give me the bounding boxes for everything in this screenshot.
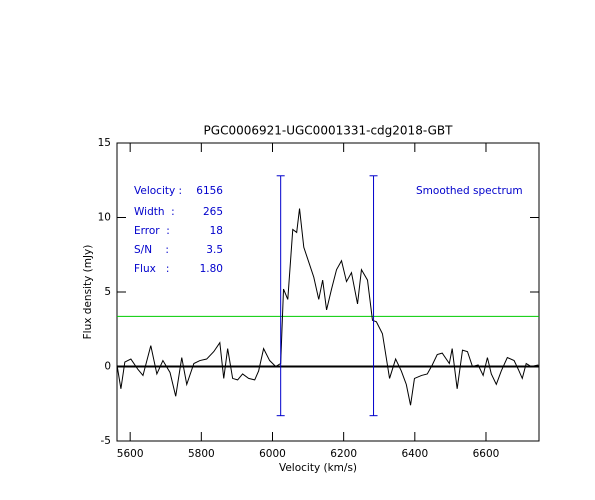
y-tick-label: 10 [98, 212, 111, 224]
info-label: Flux : [134, 263, 169, 275]
info-value: 18 [210, 225, 223, 237]
y-tick-label: 0 [104, 361, 111, 373]
x-tick-label: 6600 [473, 448, 500, 460]
annotation: Smoothed spectrum [416, 185, 523, 197]
y-tick-label: -5 [101, 435, 111, 447]
info-label: Error : [134, 225, 170, 237]
info-label: S/N : [134, 244, 169, 256]
x-tick-label: 6000 [259, 448, 286, 460]
info-label: Velocity : [134, 185, 182, 197]
x-tick-label: 6200 [330, 448, 357, 460]
info-value: 265 [203, 206, 223, 218]
x-tick-label: 6400 [401, 448, 428, 460]
x-tick-label: 5600 [117, 448, 144, 460]
x-axis-label: Velocity (km/s) [279, 462, 357, 474]
y-tick-label: 5 [104, 286, 111, 298]
info-value: 3.5 [206, 244, 223, 256]
chart-title: PGC0006921-UGC0001331-cdg2018-GBT [204, 124, 454, 138]
info-value: 6156 [196, 185, 223, 197]
y-tick-label: 15 [98, 137, 111, 149]
info-label: Width : [134, 206, 175, 218]
x-tick-label: 5800 [188, 448, 215, 460]
y-axis-label: Flux density (mJy) [82, 245, 94, 340]
info-value: 1.80 [200, 263, 223, 275]
spectrum-line [116, 208, 539, 406]
